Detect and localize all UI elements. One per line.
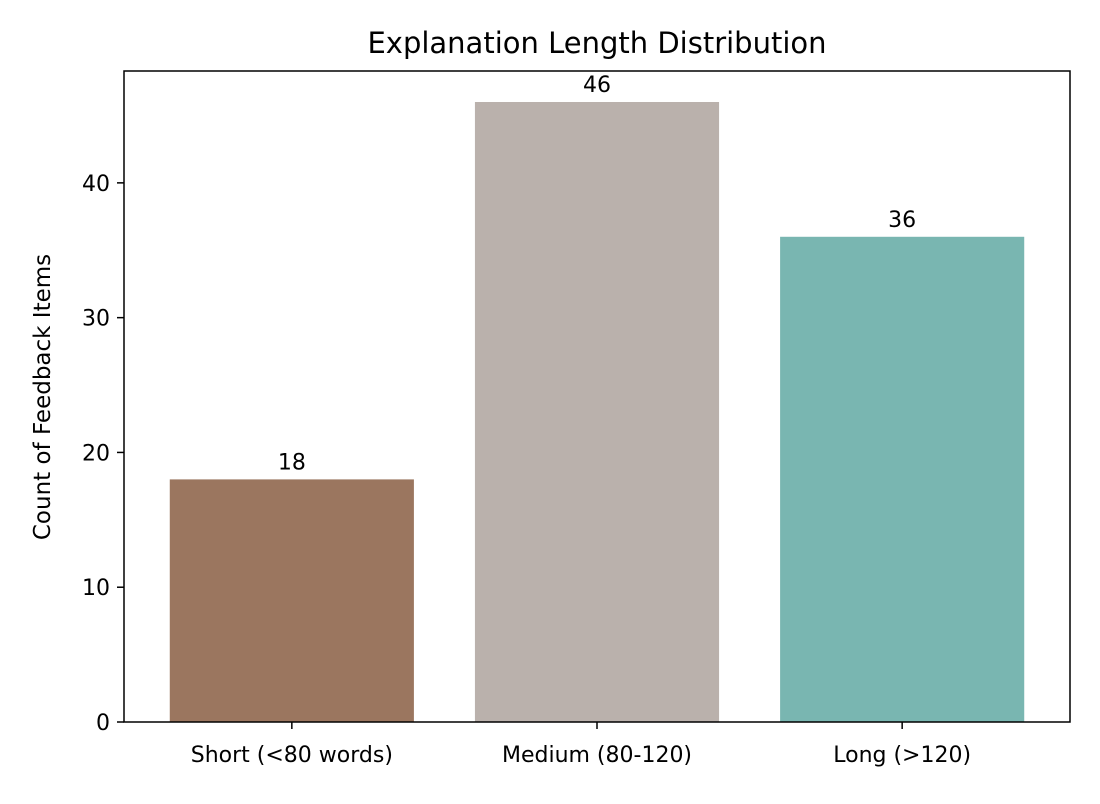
- chart-title: Explanation Length Distribution: [367, 26, 826, 60]
- y-tick-label: 10: [82, 576, 110, 601]
- bar: [169, 479, 414, 722]
- y-tick-label: 30: [82, 307, 110, 332]
- bar: [780, 236, 1025, 723]
- x-tick-label: Long (>120): [833, 743, 971, 768]
- bar-value-label: 18: [278, 450, 306, 475]
- x-tick-label: Short (<80 words): [191, 743, 393, 768]
- bar-value-label: 46: [583, 73, 611, 98]
- plot-area: 18 Short (<80 words) 46 Medium (80-120) 36 Lo…: [82, 70, 1071, 768]
- x-tick-label: Medium (80-120): [502, 743, 692, 768]
- y-tick-label: 40: [82, 172, 110, 197]
- bar: [474, 102, 720, 722]
- y-tick-label: 0: [96, 711, 110, 736]
- y-tick-label: 20: [82, 441, 110, 466]
- y-axis-label: Count of Feedback Items: [30, 254, 56, 540]
- bar-value-label: 36: [888, 208, 916, 233]
- plot-frame: [123, 70, 1071, 723]
